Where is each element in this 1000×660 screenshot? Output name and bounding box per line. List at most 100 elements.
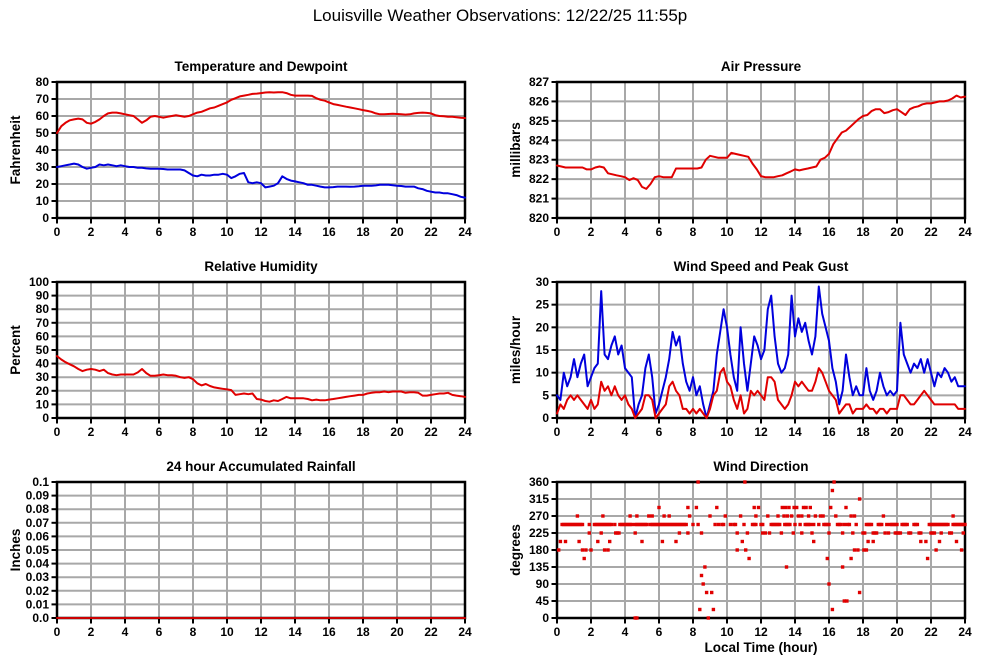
- y-tick-label: 45: [536, 594, 550, 608]
- x-tick-label: 4: [122, 225, 129, 239]
- page-title: Louisville Weather Observations: 12/22/2…: [312, 6, 688, 25]
- x-tick-label: 6: [156, 225, 163, 239]
- y-tick-label: 0.01: [26, 597, 50, 611]
- chart-temperature-dewpoint: Temperature and Dewpoint 0 10 20 30 40 50 60 70 8…: [0, 50, 500, 250]
- y-tick-label: 90: [536, 577, 550, 591]
- chart-wind-direction: Wind Direction 0 45 90 135 180 225 270 315 360 0 2 4…: [500, 450, 1000, 660]
- y-tick-label: 70: [36, 316, 50, 330]
- plot-border: [55, 280, 467, 420]
- tick-marks: [551, 81, 966, 224]
- x-tick-label: 20: [390, 225, 404, 239]
- x-tick-label: 0: [54, 425, 61, 439]
- x-tick-label: 20: [890, 425, 904, 439]
- y-tick-label: 40: [36, 357, 50, 371]
- series-wind-direction-points: [557, 480, 967, 620]
- y-tick-label: 827: [529, 75, 549, 89]
- x-tick-label: 12: [254, 625, 268, 639]
- y-tick-label: 40: [36, 143, 50, 157]
- gridlines: [57, 82, 465, 218]
- chart-title: Temperature and Dewpoint: [174, 59, 348, 74]
- series-dewpoint: [56, 162, 466, 199]
- x-tick-label: 6: [656, 425, 663, 439]
- y-tick-label: 50: [36, 126, 50, 140]
- x-tick-label: 24: [458, 225, 472, 239]
- y-tick-label: 20: [36, 177, 50, 191]
- x-tick-label: 16: [322, 225, 336, 239]
- chart-title: Wind Direction: [713, 459, 808, 474]
- chart-title: Relative Humidity: [204, 259, 318, 274]
- y-tick-label: 0.08: [26, 502, 50, 516]
- x-tick-label: 10: [720, 625, 734, 639]
- y-tick-label: 824: [529, 133, 549, 147]
- x-tick-label: 6: [656, 225, 663, 239]
- x-tick-label: 24: [458, 425, 472, 439]
- y-tick-label: 826: [529, 94, 549, 108]
- x-tick-label: 22: [924, 225, 938, 239]
- x-tick-label: 22: [424, 625, 438, 639]
- y-tick-label: 30: [36, 370, 50, 384]
- x-tick-label: 0: [554, 225, 561, 239]
- y-tick-label: 0.1: [32, 475, 49, 489]
- y-tick-label: 50: [36, 343, 50, 357]
- y-tick-label: 0.02: [26, 584, 50, 598]
- x-tick-label: 12: [754, 425, 768, 439]
- x-tick-label: 18: [856, 425, 870, 439]
- x-axis-title: Local Time (hour): [704, 640, 817, 655]
- y-axis-title: millibars: [508, 122, 523, 178]
- y-tick-label: 5: [542, 388, 549, 402]
- x-tick-label: 18: [356, 425, 370, 439]
- x-tick-label: 10: [720, 225, 734, 239]
- x-tick-label: 16: [822, 425, 836, 439]
- x-tick-label: 8: [190, 625, 197, 639]
- x-tick-label: 2: [88, 425, 95, 439]
- y-tick-label: 315: [529, 492, 549, 506]
- y-tick-label: 0.09: [26, 489, 50, 503]
- y-tick-label: 80: [36, 75, 50, 89]
- rainfall-plot: 24 hour Accumulated Rainfall 0.00.010.02 0…: [8, 459, 472, 639]
- x-tick-label: 16: [822, 225, 836, 239]
- tick-marks: [51, 81, 466, 224]
- series-peak_gust: [556, 285, 966, 419]
- y-tick-label: 0.0: [32, 611, 49, 625]
- x-tick-label: 2: [588, 425, 595, 439]
- x-tick-label: 22: [424, 225, 438, 239]
- y-tick-label: 0: [42, 211, 49, 225]
- plot-border: [555, 280, 967, 420]
- y-tick-label: 180: [529, 543, 549, 557]
- y-tick-label: 100: [29, 275, 49, 289]
- x-tick-label: 10: [220, 225, 234, 239]
- tick-marks: [51, 281, 466, 424]
- y-tick-label: 80: [36, 302, 50, 316]
- y-tick-label: 823: [529, 153, 549, 167]
- x-tick-label: 24: [958, 625, 972, 639]
- x-tick-label: 2: [88, 625, 95, 639]
- y-tick-label: 60: [36, 329, 50, 343]
- y-tick-label: 60: [36, 109, 50, 123]
- y-tick-label: 270: [529, 509, 549, 523]
- temperature-dewpoint-plot: Temperature and Dewpoint0102030405060708…: [8, 59, 472, 239]
- series-humidity: [56, 355, 466, 403]
- series-pressure: [556, 94, 966, 190]
- x-tick-label: 10: [720, 425, 734, 439]
- chart-title: Wind Speed and Peak Gust: [674, 259, 849, 274]
- x-tick-label: 16: [822, 625, 836, 639]
- x-tick-label: 2: [588, 625, 595, 639]
- x-tick-label: 2: [588, 225, 595, 239]
- y-tick-label: 0.07: [26, 516, 50, 530]
- x-tick-label: 4: [622, 425, 629, 439]
- x-tick-label: 6: [156, 625, 163, 639]
- chart-title: 24 hour Accumulated Rainfall: [166, 459, 355, 474]
- y-tick-label: 30: [536, 275, 550, 289]
- x-tick-label: 10: [220, 625, 234, 639]
- x-tick-label: 0: [554, 625, 561, 639]
- plot-border: [555, 80, 967, 220]
- y-tick-label: 0.04: [26, 557, 50, 571]
- y-tick-label: 20: [536, 320, 550, 334]
- y-axis-title: degrees: [508, 524, 523, 576]
- x-tick-label: 20: [390, 425, 404, 439]
- x-tick-label: 16: [322, 625, 336, 639]
- y-tick-label: 0: [42, 411, 49, 425]
- y-tick-label: 0.05: [26, 543, 50, 557]
